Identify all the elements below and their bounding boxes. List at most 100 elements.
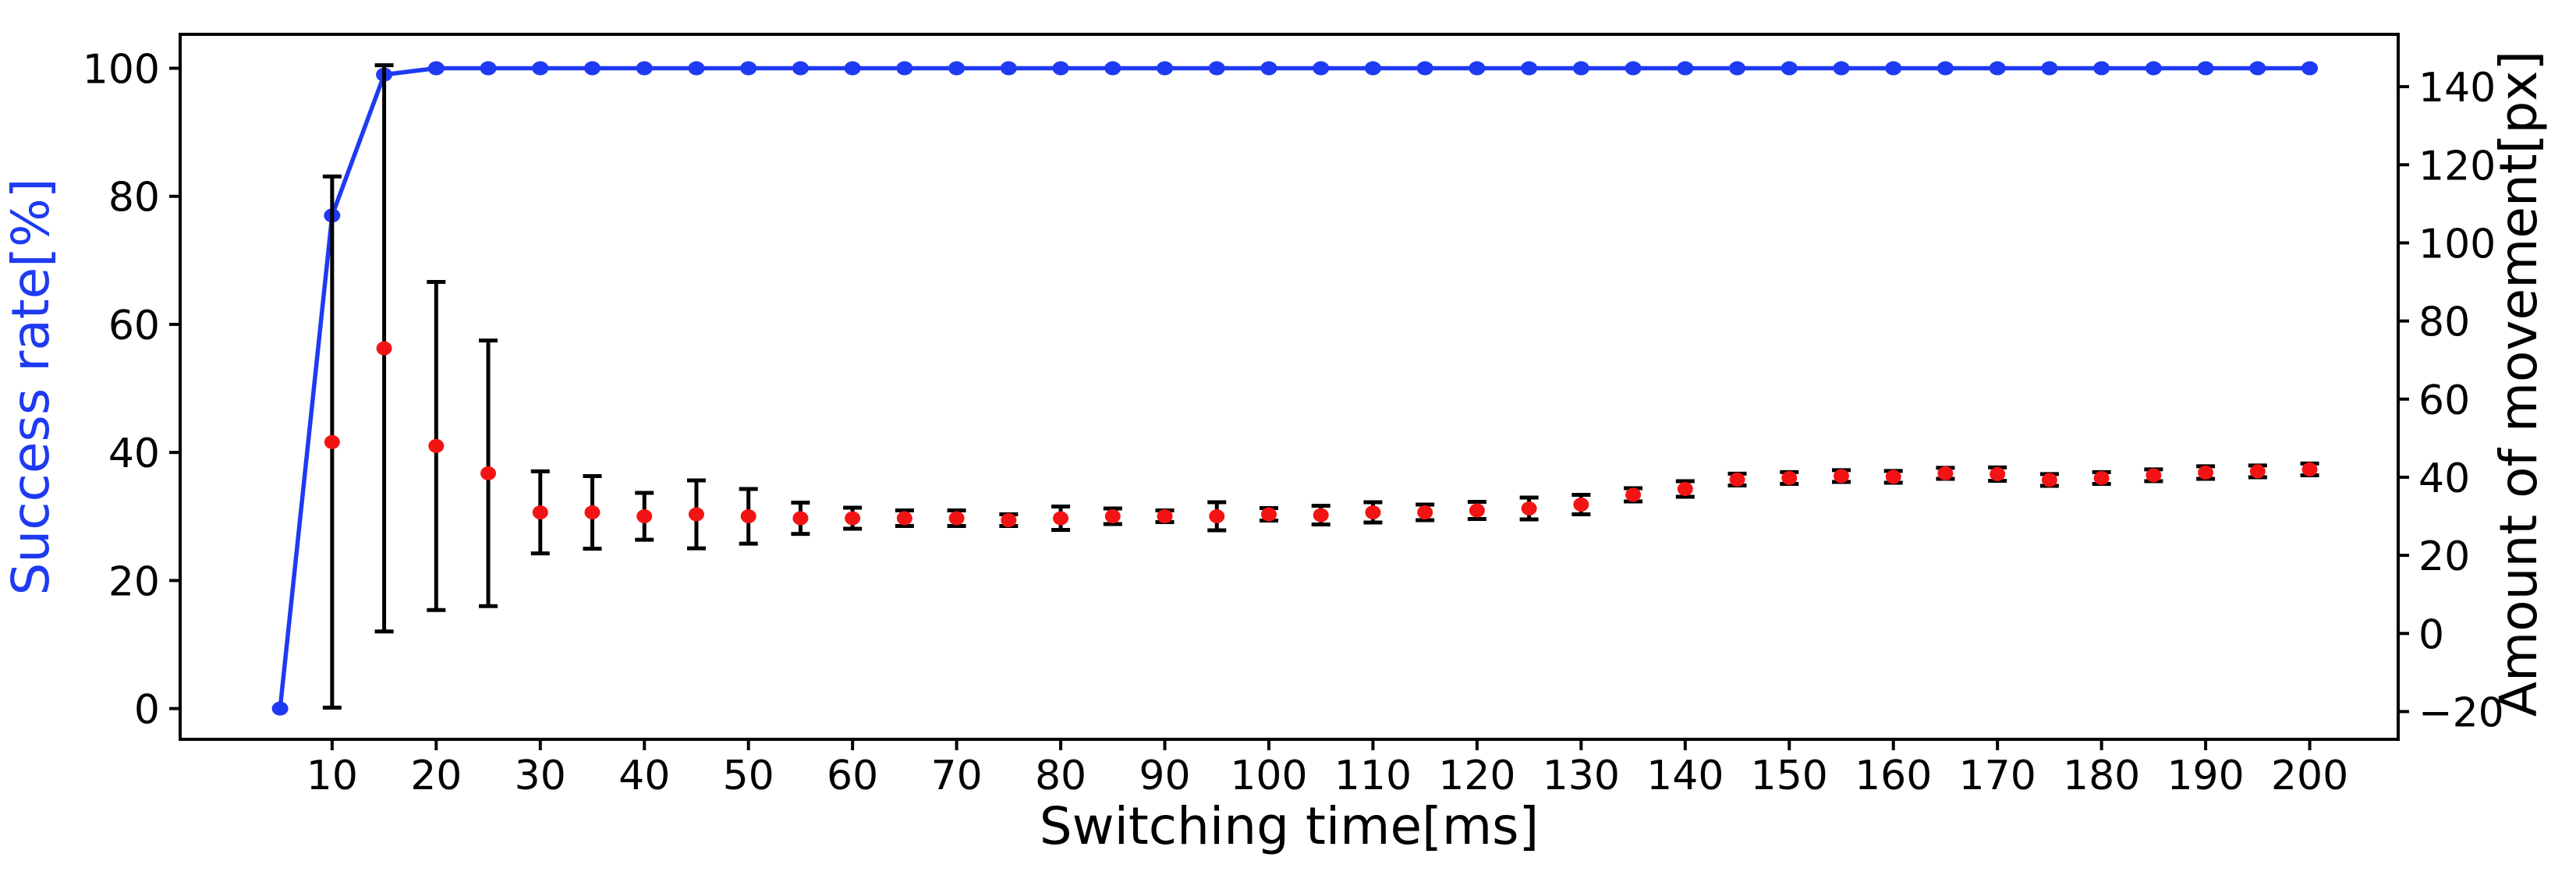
movement-marker [1104, 509, 1121, 524]
success-rate-marker [1416, 61, 1433, 76]
movement-marker [1833, 469, 1849, 484]
success-rate-marker [1521, 61, 1538, 76]
right-y-axis-label: Amount of movement[px] [2489, 51, 2549, 717]
movement-marker [2249, 464, 2266, 479]
success-rate-marker [532, 61, 549, 76]
success-rate-marker [1936, 61, 1954, 76]
success-rate-marker [1260, 61, 1277, 76]
success-rate-marker [2145, 61, 2162, 76]
success-rate-marker [1313, 61, 1330, 76]
left-y-tick-label: 100 [83, 47, 160, 94]
right-y-tick-label: 0 [2418, 611, 2444, 658]
success-rate-marker [1052, 61, 1069, 76]
movement-marker [480, 466, 497, 480]
success-rate-marker [1469, 61, 1486, 76]
success-rate-marker [1677, 61, 1694, 76]
movement-marker [1625, 487, 1642, 502]
success-rate-marker [740, 61, 757, 76]
x-tick-label: 180 [2063, 753, 2140, 799]
right-y-tick-label: 140 [2418, 65, 2496, 112]
movement-marker [1260, 507, 1277, 522]
movement-marker [428, 438, 445, 453]
success-rate-marker [1729, 61, 1746, 76]
success-rate-marker [2249, 61, 2266, 76]
success-rate-marker [1625, 61, 1642, 76]
right-y-tick-label: 20 [2418, 533, 2470, 580]
x-tick-label: 90 [1139, 753, 1190, 799]
x-tick-label: 170 [1959, 753, 2036, 799]
movement-marker [688, 507, 704, 522]
success-rate-marker [271, 701, 289, 716]
movement-marker [1365, 505, 1381, 520]
movement-marker [740, 509, 757, 524]
success-rate-marker [2041, 61, 2058, 76]
success-rate-marker [2301, 61, 2319, 76]
movement-marker [845, 511, 861, 526]
x-tick-label: 30 [515, 753, 566, 799]
success-rate-marker [583, 61, 601, 76]
movement-marker [1001, 513, 1017, 528]
movement-marker [1677, 481, 1693, 496]
success-rate-marker [792, 61, 809, 76]
success-rate-line [278, 66, 2312, 711]
success-rate-marker [1781, 61, 1798, 76]
x-tick-label: 10 [306, 753, 358, 799]
x-tick-label: 50 [723, 753, 774, 799]
movement-marker [2145, 468, 2162, 483]
right-y-tick-label: 40 [2418, 455, 2470, 502]
movement-marker [1209, 509, 1225, 524]
movement-marker [1469, 503, 1485, 518]
success-rate-marker [1208, 61, 1225, 76]
movement-marker [2301, 462, 2318, 476]
x-tick-label: 150 [1751, 753, 1828, 799]
movement-marker [376, 341, 392, 356]
movement-marker [1573, 498, 1589, 512]
x-tick-label: 40 [618, 753, 670, 799]
success-rate-marker [1833, 61, 1850, 76]
movement-marker [1990, 466, 2006, 481]
x-tick-label: 200 [2271, 753, 2348, 799]
success-rate-marker [1989, 61, 2006, 76]
success-rate-marker [896, 61, 913, 76]
right-y-tick-label: 60 [2418, 377, 2470, 424]
x-tick-label: 60 [827, 753, 878, 799]
success-rate-marker [480, 61, 497, 76]
left-y-axis-label: Success rate[%] [1, 179, 61, 596]
x-tick-label: 190 [2167, 753, 2244, 799]
movement-marker [792, 511, 809, 526]
left-y-tick-label: 60 [108, 303, 160, 349]
movement-marker [1313, 508, 1329, 523]
success-rate-marker [688, 61, 705, 76]
success-rate-marker [1000, 61, 1017, 76]
movement-marker [2093, 470, 2110, 485]
movement-marker [1781, 470, 1798, 485]
movement-marker [1157, 509, 1173, 524]
x-tick-label: 160 [1855, 753, 1932, 799]
movement-marker [1417, 505, 1433, 520]
success-rate-marker [948, 61, 966, 76]
movement-marker [532, 505, 548, 520]
right-y-tick-label: 100 [2418, 221, 2496, 267]
movement-marker [584, 505, 601, 520]
success-rate-marker [1572, 61, 1589, 76]
x-tick-label: 100 [1230, 753, 1307, 799]
plot-border [179, 33, 2400, 741]
x-tick-label: 20 [410, 753, 462, 799]
movement-marker [2041, 473, 2057, 487]
left-y-tick-label: 40 [108, 430, 160, 477]
movement-marker [948, 511, 965, 526]
left-y-tick-label: 20 [108, 558, 160, 605]
movement-marker [1053, 511, 1069, 526]
success-rate-marker [2197, 61, 2214, 76]
success-rate-marker [1104, 61, 1121, 76]
movement-marker [1729, 472, 1745, 487]
left-y-tick-label: 0 [134, 687, 160, 734]
x-tick-label: 130 [1543, 753, 1620, 799]
x-tick-label: 120 [1438, 753, 1515, 799]
x-tick-label: 70 [931, 753, 983, 799]
right-y-tick-label: 120 [2418, 143, 2496, 190]
success-rate-marker [427, 61, 445, 76]
x-tick-label: 80 [1035, 753, 1086, 799]
